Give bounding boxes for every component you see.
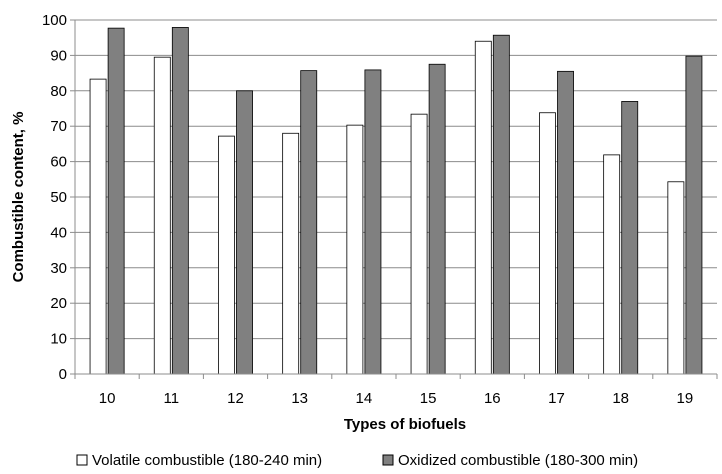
x-tick-label: 17 <box>548 390 565 407</box>
y-tick-label: 20 <box>50 295 67 312</box>
bar-oxidized <box>171 27 189 375</box>
y-tick-label: 70 <box>50 118 67 135</box>
bar-oxidized <box>492 34 510 375</box>
bar-volatile <box>410 113 428 375</box>
x-tick-label: 11 <box>164 390 180 407</box>
bar-oxidized <box>364 69 382 375</box>
y-tick-label: 90 <box>50 47 67 64</box>
bar-volatile <box>346 124 364 375</box>
y-tick-label: 60 <box>50 154 67 171</box>
x-tick-label: 16 <box>484 390 501 407</box>
bar-oxidized <box>428 63 446 375</box>
y-tick-label: 40 <box>50 224 67 241</box>
bar-oxidized <box>557 70 574 375</box>
legend-label-oxidized: Oxidized combustible (180-300 min) <box>398 452 638 469</box>
bar-oxidized <box>107 27 125 375</box>
y-axis-title: Combustible content, % <box>10 112 27 283</box>
x-tick-label: 12 <box>227 390 244 407</box>
bar-volatile <box>218 135 235 375</box>
y-tick-label: 10 <box>50 331 67 348</box>
bar-volatile <box>667 181 685 375</box>
gridlines <box>75 19 717 340</box>
y-tick-label: 100 <box>42 12 67 29</box>
x-tick-label: 15 <box>420 390 437 407</box>
legend-swatch-volatile <box>76 454 88 466</box>
bars <box>89 27 703 375</box>
y-tick-label: 0 <box>59 366 67 383</box>
bar-oxidized <box>685 55 703 375</box>
y-tick-label: 80 <box>50 83 67 100</box>
bar-volatile <box>153 56 171 375</box>
x-axis-title: Types of biofuels <box>344 416 466 433</box>
x-tick-label: 18 <box>612 390 629 407</box>
axes <box>70 19 718 379</box>
legend-swatch-oxidized <box>382 454 394 466</box>
x-tick-label: 14 <box>356 390 373 407</box>
legend-label-volatile: Volatile combustible (180-240 min) <box>92 452 322 469</box>
y-tick-label: 50 <box>50 189 67 206</box>
x-tick-label: 19 <box>677 390 694 407</box>
y-tick-label: 30 <box>50 260 67 277</box>
bar-volatile <box>539 112 556 375</box>
x-tick-labels: 10 11 12 13 14 15 16 17 18 19 <box>99 390 693 407</box>
bar-volatile <box>282 132 300 375</box>
bar-volatile <box>89 78 107 375</box>
bar-oxidized <box>236 90 253 375</box>
legend: Volatile combustible (180-240 min) Oxidiz… <box>76 452 638 469</box>
x-tick-label: 13 <box>291 390 308 407</box>
bar-volatile <box>603 154 621 375</box>
bar-oxidized <box>621 101 639 375</box>
bar-volatile <box>474 40 492 375</box>
bar-oxidized <box>300 70 318 375</box>
x-tick-label: 10 <box>99 390 116 407</box>
y-tick-labels: 0 10 20 30 40 50 60 70 80 90 100 <box>42 12 67 383</box>
